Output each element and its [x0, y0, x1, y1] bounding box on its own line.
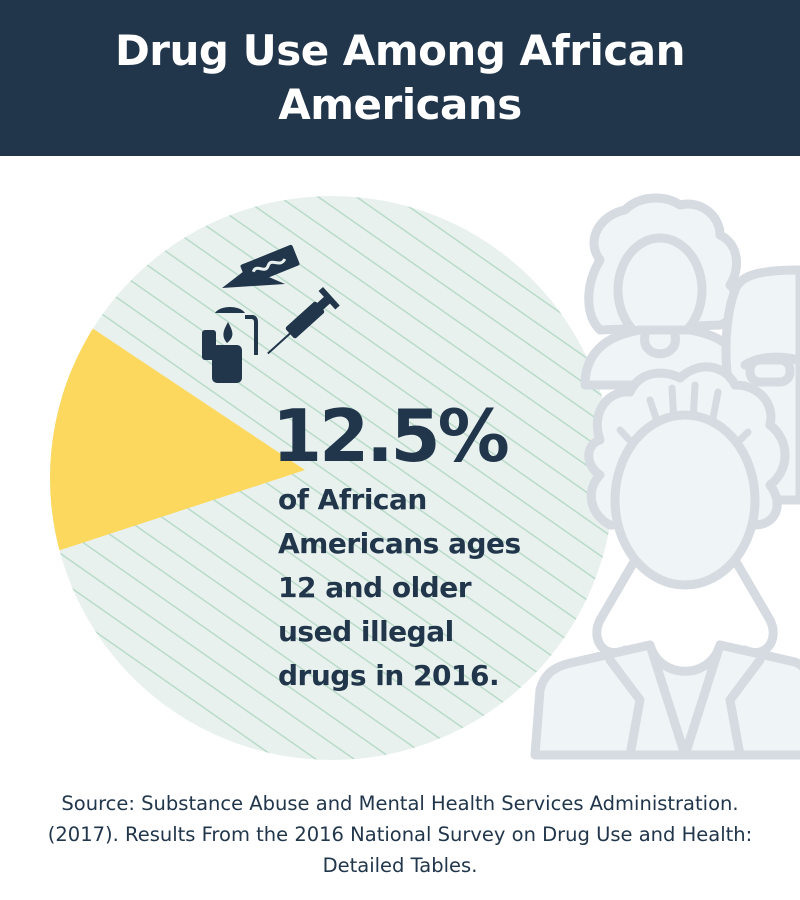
- people-group-icon: [530, 193, 800, 760]
- source-citation: Source: Substance Abuse and Mental Healt…: [0, 788, 800, 881]
- source-line: (2017). Results From the 2016 National S…: [47, 823, 753, 846]
- source-line: Detailed Tables.: [322, 854, 478, 877]
- stat-value: 12.5%: [272, 394, 510, 478]
- pie-slice-remaining: [50, 196, 614, 760]
- pie-chart: [50, 193, 800, 760]
- header-banner: Drug Use Among African Americans: [0, 0, 800, 156]
- razor-blade-powder-icon: [222, 244, 300, 288]
- source-line: Source: Substance Abuse and Mental Healt…: [61, 792, 739, 815]
- syringe-icon: [267, 286, 340, 355]
- stat-callout: 12.5% of African Americans ages 12 and o…: [272, 398, 548, 698]
- pie-slice-highlight: [50, 300, 305, 560]
- page-title: Drug Use Among African Americans: [114, 26, 686, 129]
- stat-description: of African Americans ages 12 and older u…: [278, 483, 521, 692]
- lighter-spoon-icon: [202, 307, 258, 383]
